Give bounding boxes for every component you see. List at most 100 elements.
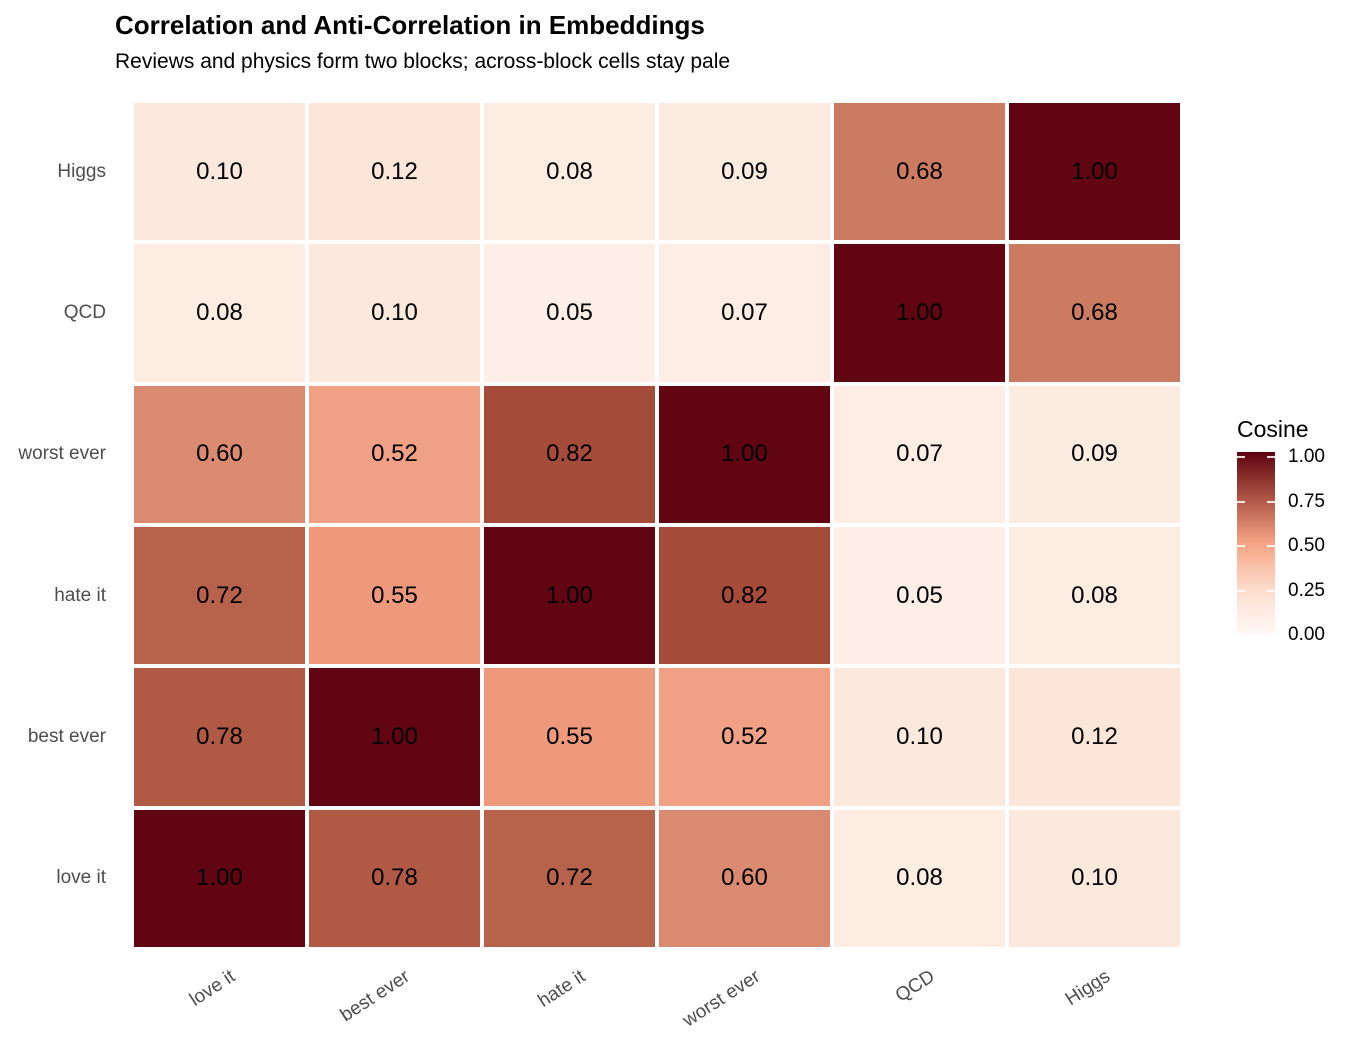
cell-value: 0.08 (196, 298, 243, 326)
cell-value: 0.52 (371, 440, 418, 468)
heatmap-cell: 0.78 (309, 809, 480, 947)
x-axis-label: love it (185, 966, 239, 1011)
legend-tick-mark (1267, 545, 1275, 547)
cell-value: 1.00 (546, 581, 593, 609)
heatmap-cell: 0.60 (134, 385, 305, 523)
cell-value: 0.52 (721, 722, 768, 750)
legend-tick-label: 0.00 (1288, 624, 1325, 645)
cell-value: 1.00 (896, 298, 943, 326)
heatmap-cell: 0.09 (1009, 385, 1180, 523)
legend-tick-mark (1267, 500, 1275, 503)
cell-value: 0.82 (721, 581, 768, 609)
chart-title: Correlation and Anti-Correlation in Embe… (115, 10, 705, 40)
cell-value: 0.12 (1071, 722, 1118, 750)
legend-tick-label: 0.50 (1288, 535, 1325, 556)
cell-value: 0.60 (721, 864, 768, 892)
heatmap-cell: 0.09 (659, 103, 830, 241)
heatmap-cell: 0.12 (1009, 668, 1180, 806)
cell-value: 1.00 (371, 722, 418, 750)
chart-subtitle: Reviews and physics form two blocks; acr… (115, 50, 731, 73)
legend-gradient-bar (1237, 452, 1275, 635)
legend-title: Cosine (1237, 416, 1309, 442)
legend-tick-label: 0.75 (1288, 490, 1325, 512)
cell-value: 0.07 (721, 298, 768, 326)
heatmap-cell: 0.08 (484, 103, 655, 241)
cell-value: 0.08 (896, 864, 943, 892)
cell-value: 0.82 (546, 440, 593, 468)
cell-value: 0.10 (896, 722, 943, 750)
cell-value: 0.55 (546, 722, 593, 750)
legend-tick-label: 1.00 (1288, 446, 1325, 467)
heatmap-cell: 0.52 (659, 668, 830, 806)
cell-value: 0.68 (1071, 298, 1118, 326)
x-axis-label: Higgs (1061, 966, 1114, 1011)
cell-value: 0.72 (196, 581, 243, 609)
heatmap-cell: 0.55 (484, 668, 655, 806)
heatmap-cell: 0.72 (134, 526, 305, 665)
cell-value: 0.68 (896, 157, 943, 185)
cell-value: 0.55 (371, 581, 418, 609)
legend-tick-label: 0.25 (1288, 579, 1325, 601)
heatmap-cell: 0.08 (834, 809, 1005, 947)
cell-value: 0.10 (371, 298, 418, 326)
heatmap-cell: 0.68 (834, 103, 1005, 241)
cell-value: 0.05 (546, 298, 593, 326)
heatmap-cell: 0.12 (309, 103, 480, 241)
heatmap-cell: 0.72 (484, 809, 655, 947)
heatmap-cell: 0.05 (834, 526, 1005, 665)
cell-value: 1.00 (196, 864, 243, 892)
x-axis-label: best ever (336, 966, 414, 1027)
cell-value: 0.07 (896, 440, 943, 468)
cell-value: 0.10 (1071, 864, 1118, 892)
legend-tick-mark (1237, 500, 1245, 503)
y-axis-label: hate it (54, 584, 106, 606)
y-axis-label: worst ever (18, 443, 106, 465)
heatmap-cell: 0.07 (659, 244, 830, 382)
heatmap-cell: 1.00 (834, 244, 1005, 382)
heatmap-cell: 1.00 (309, 668, 480, 806)
heatmap-cell: 0.10 (834, 668, 1005, 806)
legend-tick-mark (1267, 589, 1275, 592)
cell-value: 0.08 (546, 157, 593, 185)
cell-value: 0.78 (196, 722, 243, 750)
heatmap-cell: 0.68 (1009, 244, 1180, 382)
heatmap-cell: 0.07 (834, 385, 1005, 523)
heatmap-cell: 0.82 (484, 385, 655, 523)
cell-value: 0.09 (1071, 440, 1118, 468)
cell-value: 0.09 (721, 157, 768, 185)
heatmap-cell: 0.78 (134, 668, 305, 806)
legend-tick-mark (1237, 589, 1245, 592)
heatmap-cell: 0.10 (309, 244, 480, 382)
y-axis-label: best ever (27, 726, 106, 747)
heatmap-cell: 0.08 (1009, 526, 1180, 665)
cell-value: 0.78 (371, 864, 418, 892)
cell-value: 0.10 (196, 157, 243, 185)
cell-value: 1.00 (1071, 157, 1118, 185)
cell-value: 0.60 (196, 440, 243, 468)
heatmap-cell: 0.05 (484, 244, 655, 382)
cell-value: 1.00 (721, 440, 768, 468)
heatmap-cell: 0.82 (659, 526, 830, 665)
cell-value: 0.08 (1071, 581, 1118, 609)
cell-value: 0.72 (546, 864, 593, 892)
x-axis-label: worst ever (678, 966, 764, 1032)
heatmap-cell: 0.55 (309, 526, 480, 665)
heatmap-cell: 1.00 (1009, 103, 1180, 241)
y-axis-label: love it (56, 867, 106, 889)
heatmap-cell: 0.60 (659, 809, 830, 947)
legend-tick-mark (1267, 456, 1275, 458)
cell-value: 0.12 (371, 157, 418, 185)
heatmap-cell: 0.10 (1009, 809, 1180, 947)
heatmap-cell: 0.10 (134, 103, 305, 241)
heatmap-cell: 1.00 (484, 526, 655, 665)
heatmap-cell: 1.00 (134, 809, 305, 947)
heatmap-grid: 0.10 0.12 0.08 0.09 0.68 1.00 0.08 0.10 0.05 0.07… (134, 103, 1180, 947)
legend-tick-mark (1237, 456, 1245, 458)
x-axis-label: QCD (892, 966, 939, 1007)
heatmap-cell: 0.52 (309, 385, 480, 523)
y-axis-label: QCD (63, 302, 106, 323)
heatmap-cell: 1.00 (659, 385, 830, 523)
heatmap-cell: 0.08 (134, 244, 305, 382)
y-axis-label: Higgs (57, 160, 106, 182)
